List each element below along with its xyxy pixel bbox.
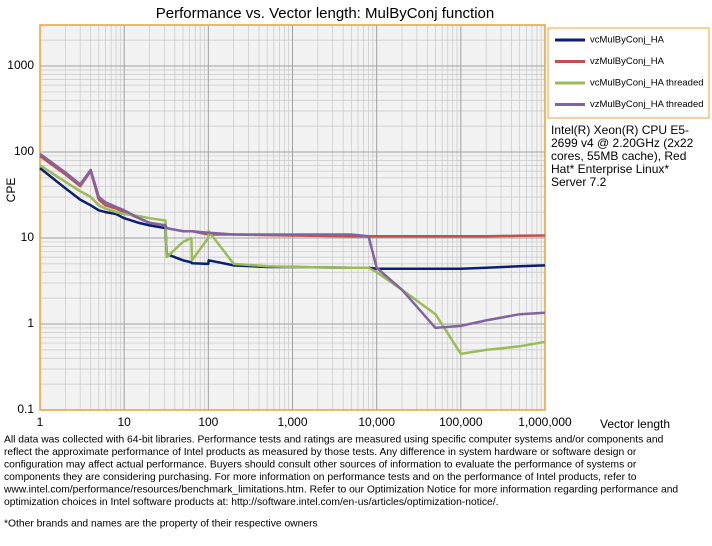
y-tick-label: 100 (14, 144, 34, 158)
disclaimer-line: configuration may affect actual performa… (4, 460, 637, 471)
legend-label: vcMulByConj_HA threaded (590, 78, 704, 89)
x-tick-label: 1 (37, 415, 44, 429)
legend-label: vzMulByConj_HA threaded (590, 99, 704, 110)
y-tick-label: 1000 (7, 58, 34, 72)
disclaimer-line: components they are considering purchasi… (4, 472, 637, 483)
annotation: Server 7.2 (551, 175, 607, 189)
legend-label: vzMulByConj_HA (590, 56, 665, 67)
x-tick-label: 10,000 (358, 415, 395, 429)
series-line (39, 164, 546, 356)
x-axis-label: Vector length (600, 417, 670, 431)
plot-border (39, 24, 546, 411)
y-tick-label: 10 (21, 230, 35, 244)
disclaimer-line: optimization choices in Intel software p… (4, 497, 498, 508)
y-tick-label: 1 (27, 316, 34, 330)
disclaimer-line: All data was collected with 64-bit libra… (4, 435, 664, 446)
annotation: 2699 v4 @ 2.20GHz (2x22 (551, 136, 694, 150)
annotation: Intel(R) Xeon(R) CPU E5- (551, 123, 689, 137)
y-axis-label: CPE (4, 178, 18, 203)
legend-label: vcMulByConj_HA (590, 35, 665, 46)
annotation: Hat* Enterprise Linux* (551, 162, 669, 176)
x-tick-label: 10 (117, 415, 131, 429)
trademark: *Other brands and names are the property… (4, 519, 318, 530)
disclaimer-line: www.intel.com/performance/resources/benc… (3, 485, 678, 496)
chart-title: Performance vs. Vector length: MulByConj… (156, 5, 495, 22)
annotation: cores, 55MB cache), Red (551, 149, 686, 163)
x-tick-label: 100 (198, 415, 218, 429)
x-tick-label: 1,000 (277, 415, 307, 429)
series-line (39, 152, 546, 330)
disclaimer-line: reflect the approximate performance of I… (4, 447, 637, 458)
series-line (39, 167, 546, 270)
x-tick-label: 1,000,000 (518, 415, 572, 429)
x-tick-label: 100,000 (439, 415, 483, 429)
y-tick-label: 0.1 (17, 402, 34, 416)
